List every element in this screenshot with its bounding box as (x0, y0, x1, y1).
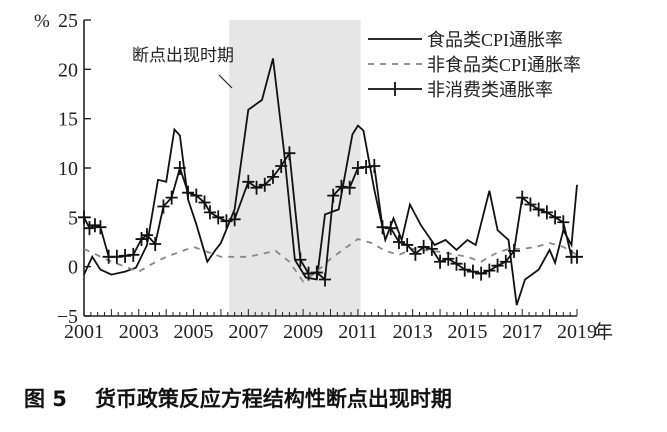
y-unit-label: % (34, 11, 50, 32)
x-unit-label: 年 (594, 321, 613, 343)
plus-marker (94, 220, 107, 235)
plus-marker (250, 180, 263, 195)
plus-marker (78, 210, 90, 225)
legend-label-0: 食品类CPI通胀率 (427, 30, 563, 50)
plus-marker (368, 159, 381, 174)
plus-marker (516, 190, 529, 205)
plus-marker (442, 251, 455, 266)
plus-marker (571, 249, 583, 264)
plus-marker (228, 212, 241, 227)
plus-marker (360, 160, 373, 175)
plus-marker (190, 188, 203, 203)
plus-marker (83, 221, 96, 236)
plus-marker (319, 272, 332, 287)
plus-marker (310, 265, 323, 280)
legend-label-1: 非食品类CPI通胀率 (427, 55, 581, 75)
plus-marker (409, 246, 422, 261)
plus-marker (343, 180, 356, 195)
plus-marker (458, 262, 471, 277)
plus-marker (499, 254, 512, 269)
plus-marker (258, 177, 271, 192)
x-tick-label: 2009 (283, 321, 323, 343)
plus-marker (242, 174, 255, 189)
figure-caption: 图 5 货币政策反应方程结构性断点出现时期 (0, 383, 667, 413)
plus-marker (384, 221, 397, 236)
line-chart: −5 0 5 10 15 20 25% 2001 2003 2005 2007 2009 2011 201… (34, 10, 613, 343)
plus-marker (212, 210, 225, 225)
x-tick-label: 2019 (557, 321, 597, 343)
plus-marker (466, 264, 479, 279)
x-tick-label: 2003 (119, 321, 159, 343)
plus-marker (491, 258, 504, 273)
y-tick-label: 0 (68, 257, 78, 279)
x-tick-label: 2013 (393, 321, 433, 343)
plus-marker (532, 202, 545, 217)
plus-marker (425, 241, 438, 256)
plus-marker (401, 237, 414, 252)
plus-marker (450, 256, 463, 271)
plus-marker (220, 214, 233, 229)
plus-marker (392, 235, 405, 249)
plus-marker (434, 254, 447, 269)
plus-marker (557, 215, 570, 230)
y-tick-label: 5 (68, 207, 78, 229)
plus-marker (483, 263, 496, 278)
plus-marker (294, 252, 307, 267)
plus-marker (475, 266, 488, 281)
y-tick-label: 10 (58, 158, 78, 180)
plus-marker (127, 247, 140, 262)
x-tick-label: 2017 (502, 321, 542, 343)
plus-marker (135, 232, 148, 247)
plus-marker (417, 239, 430, 254)
plus-marker (182, 185, 195, 200)
x-tick-label: 2001 (64, 321, 104, 343)
x-tick-label: 2015 (447, 321, 487, 343)
plus-marker (198, 195, 211, 210)
y-tick-label: 25 (58, 10, 78, 32)
plus-marker (283, 146, 296, 161)
plus-marker (327, 188, 340, 203)
x-tick-label: 2005 (174, 321, 214, 343)
annotation-arrow (218, 74, 233, 89)
legend-label-2: 非消费类通胀率 (427, 80, 553, 100)
plus-marker (549, 210, 562, 225)
plus-marker (335, 179, 348, 194)
plus-marker (149, 236, 162, 251)
plus-marker (140, 228, 153, 243)
plus-marker (266, 169, 279, 184)
plus-marker (119, 248, 132, 263)
plus-marker (351, 161, 364, 175)
plus-marker (88, 218, 101, 233)
x-tick-label: 2007 (228, 321, 268, 343)
plus-marker (110, 249, 123, 264)
plus-marker (376, 220, 389, 235)
plus-marker (165, 190, 178, 205)
y-tick-label: 20 (58, 59, 78, 81)
x-tick-label: 2011 (338, 321, 377, 343)
breakpoint-annotation: 断点出现时期 (132, 46, 234, 65)
plus-marker (157, 199, 170, 214)
plus-marker (302, 266, 315, 281)
plus-marker (203, 205, 216, 220)
plus-marker (524, 197, 537, 212)
y-tick-label: −5 (57, 306, 78, 328)
series-line-0 (83, 58, 578, 306)
plus-marker (275, 159, 288, 174)
plus-marker (508, 243, 521, 258)
y-tick-label: 15 (58, 109, 78, 131)
figure-number: 图 5 (24, 387, 67, 411)
breakpoint-shaded-region (229, 20, 361, 316)
figure-title: 货币政策反应方程结构性断点出现时期 (94, 387, 452, 411)
plus-marker (173, 161, 186, 175)
plus-marker (540, 205, 553, 220)
